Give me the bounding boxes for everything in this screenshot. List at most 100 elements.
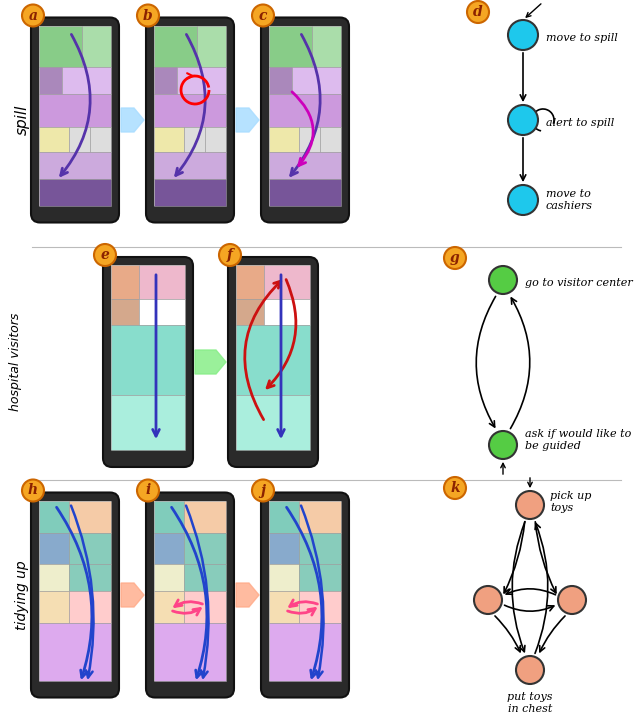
- Bar: [300, 564, 341, 591]
- Circle shape: [508, 20, 538, 50]
- Bar: [269, 501, 341, 681]
- FancyBboxPatch shape: [103, 257, 193, 467]
- FancyBboxPatch shape: [31, 493, 119, 698]
- Text: i: i: [145, 483, 150, 498]
- Bar: [69, 127, 90, 152]
- Bar: [236, 325, 310, 394]
- Circle shape: [508, 105, 538, 135]
- Text: d: d: [473, 5, 483, 19]
- Text: go to visitor center: go to visitor center: [525, 278, 633, 288]
- Bar: [154, 564, 184, 591]
- Text: put toys
in chest: put toys in chest: [508, 692, 553, 712]
- Bar: [236, 266, 310, 450]
- Circle shape: [508, 185, 538, 215]
- Bar: [111, 266, 139, 298]
- Text: e: e: [100, 248, 109, 262]
- Bar: [269, 152, 341, 179]
- Bar: [111, 298, 139, 325]
- Bar: [197, 26, 226, 67]
- Polygon shape: [121, 108, 144, 132]
- FancyBboxPatch shape: [261, 493, 349, 698]
- Bar: [269, 179, 341, 206]
- Polygon shape: [195, 350, 226, 374]
- Circle shape: [219, 244, 241, 266]
- Bar: [62, 67, 111, 94]
- Bar: [69, 591, 111, 624]
- Bar: [39, 127, 69, 152]
- Bar: [39, 26, 111, 206]
- Bar: [154, 591, 184, 624]
- Bar: [269, 94, 341, 127]
- Bar: [90, 127, 111, 152]
- Text: pick up
toys: pick up toys: [550, 491, 591, 513]
- Bar: [300, 533, 341, 564]
- Circle shape: [252, 479, 274, 501]
- Bar: [154, 152, 226, 179]
- Circle shape: [489, 266, 517, 294]
- FancyBboxPatch shape: [261, 18, 349, 222]
- Text: hospital visitors: hospital visitors: [10, 313, 22, 412]
- Bar: [269, 624, 341, 681]
- Bar: [184, 533, 226, 564]
- Bar: [205, 127, 226, 152]
- Bar: [39, 179, 111, 206]
- Bar: [300, 127, 320, 152]
- Bar: [154, 127, 184, 152]
- Polygon shape: [236, 108, 259, 132]
- Circle shape: [22, 4, 44, 26]
- Bar: [269, 26, 341, 206]
- Bar: [154, 533, 184, 564]
- Bar: [111, 325, 185, 394]
- Circle shape: [444, 247, 466, 269]
- Bar: [292, 67, 341, 94]
- Text: tidying up: tidying up: [15, 560, 29, 630]
- Bar: [69, 533, 111, 564]
- Bar: [69, 564, 111, 591]
- Circle shape: [22, 479, 44, 501]
- Circle shape: [474, 586, 502, 614]
- Text: spill: spill: [15, 105, 29, 135]
- Bar: [154, 179, 226, 206]
- Bar: [82, 26, 111, 67]
- Circle shape: [516, 491, 544, 519]
- Circle shape: [558, 586, 586, 614]
- Text: k: k: [450, 481, 460, 495]
- Bar: [184, 564, 226, 591]
- Circle shape: [252, 4, 274, 26]
- Bar: [39, 501, 111, 681]
- Bar: [300, 591, 341, 624]
- Bar: [312, 26, 341, 67]
- Bar: [39, 67, 62, 94]
- Bar: [184, 591, 226, 624]
- Bar: [39, 94, 111, 127]
- Bar: [236, 394, 310, 450]
- Circle shape: [137, 4, 159, 26]
- Bar: [39, 501, 69, 533]
- Text: g: g: [450, 251, 460, 265]
- Text: j: j: [260, 483, 266, 498]
- Bar: [264, 298, 310, 325]
- Bar: [39, 564, 69, 591]
- Bar: [177, 67, 226, 94]
- Text: h: h: [28, 483, 38, 498]
- Bar: [236, 266, 264, 298]
- FancyBboxPatch shape: [146, 18, 234, 222]
- Bar: [154, 501, 226, 681]
- FancyBboxPatch shape: [228, 257, 318, 467]
- Text: f: f: [227, 248, 233, 262]
- Bar: [269, 26, 312, 67]
- Circle shape: [137, 479, 159, 501]
- Text: c: c: [259, 9, 268, 23]
- Text: ask if would like to
be guided: ask if would like to be guided: [525, 429, 632, 451]
- Bar: [184, 501, 226, 533]
- Circle shape: [489, 431, 517, 459]
- Circle shape: [516, 656, 544, 684]
- Bar: [269, 564, 300, 591]
- Bar: [154, 624, 226, 681]
- Bar: [269, 67, 292, 94]
- Bar: [39, 533, 69, 564]
- Bar: [269, 591, 300, 624]
- Text: move to
cashiers: move to cashiers: [546, 189, 593, 211]
- Text: b: b: [143, 9, 153, 23]
- Bar: [269, 127, 300, 152]
